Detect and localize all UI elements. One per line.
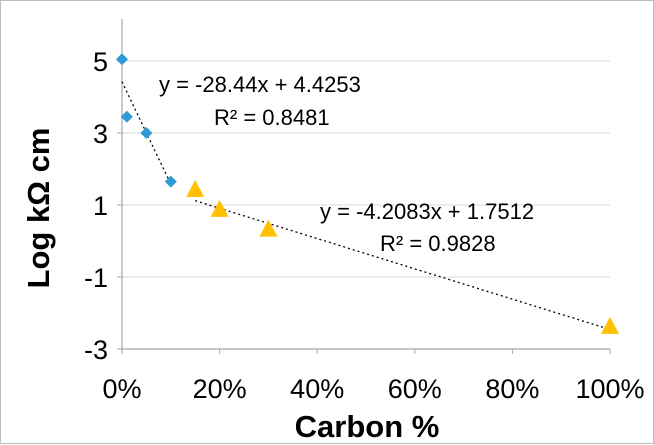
diamond-point-0 [116, 53, 128, 66]
y-tick-label-1: 3 [93, 119, 108, 149]
x-tick-label-3: 60% [388, 374, 442, 404]
axes [117, 19, 611, 354]
trendline-1-r2: R² = 0.8481 [214, 105, 330, 130]
x-tick-label-0: 0% [102, 374, 141, 404]
diamond-point-3 [164, 175, 177, 188]
y-tick-label-2: 1 [93, 191, 108, 221]
y-tick-label-4: -3 [84, 335, 108, 365]
trendline-2 [195, 200, 611, 331]
trendline-2-equation: y = -4.2083x + 1.7512 [320, 199, 534, 224]
trendline-1-equation: y = -28.44x + 4.4253 [159, 72, 361, 97]
x-axis-title: Carbon % [295, 409, 440, 444]
trendline-2-r2: R² = 0.9828 [380, 231, 496, 256]
x-tick-label-4: 80% [485, 374, 539, 404]
triangle-point-1 [210, 199, 229, 217]
diamond-point-1 [120, 110, 133, 123]
y-axis-title: Log kΩ cm [21, 128, 56, 289]
tick-labels: 0% 20% 40% 60% 80% 100% 5 3 1 -1 -3 [84, 47, 645, 404]
y-tick-label-3: -1 [84, 263, 108, 293]
diamond-point-2 [140, 127, 153, 139]
data-points [116, 53, 619, 334]
triangle-point-0 [186, 180, 205, 198]
triangle-point-2 [259, 219, 278, 237]
x-tick-label-1: 20% [193, 374, 247, 404]
triangle-point-3 [601, 316, 619, 334]
y-tick-label-0: 5 [93, 47, 108, 77]
x-tick-label-2: 40% [290, 374, 344, 404]
x-tick-label-5: 100% [575, 374, 644, 404]
